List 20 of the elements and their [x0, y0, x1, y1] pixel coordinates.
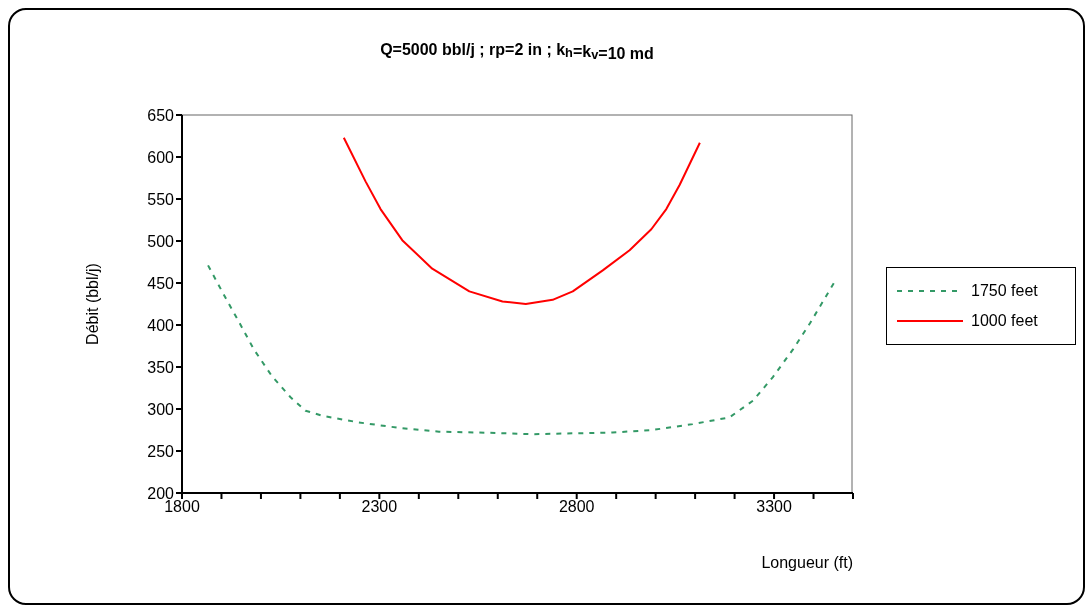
y-tick-label: 350 [147, 358, 175, 376]
y-tick-label: 300 [147, 400, 175, 418]
line-series [342, 136, 701, 305]
legend-label: 1750 feet [971, 282, 1038, 300]
line-series [207, 264, 836, 436]
y-tick-label: 450 [147, 274, 175, 292]
y-tick-label: 550 [147, 190, 175, 208]
legend-label: 1000 feet [971, 312, 1038, 330]
y-tick-label: 500 [147, 232, 175, 250]
x-tick-label: 2300 [361, 498, 398, 516]
y-tick-label: 250 [147, 442, 175, 460]
x-tick-label: 3300 [756, 498, 792, 516]
x-tick-label: 1800 [164, 498, 200, 516]
y-axis-title: Débit (bbl/j) [83, 263, 101, 345]
y-tick-label: 400 [147, 316, 175, 334]
x-tick-label: 2800 [558, 498, 595, 516]
y-tick-label: 650 [147, 106, 175, 124]
x-axis-title: Longueur (ft) [761, 554, 853, 571]
chart-title: Q=5000 bbl/j ; rp=2 in ; k$_{h}$=k$_{v}$=10 md [380, 41, 654, 62]
y-tick-label: 600 [147, 148, 175, 166]
